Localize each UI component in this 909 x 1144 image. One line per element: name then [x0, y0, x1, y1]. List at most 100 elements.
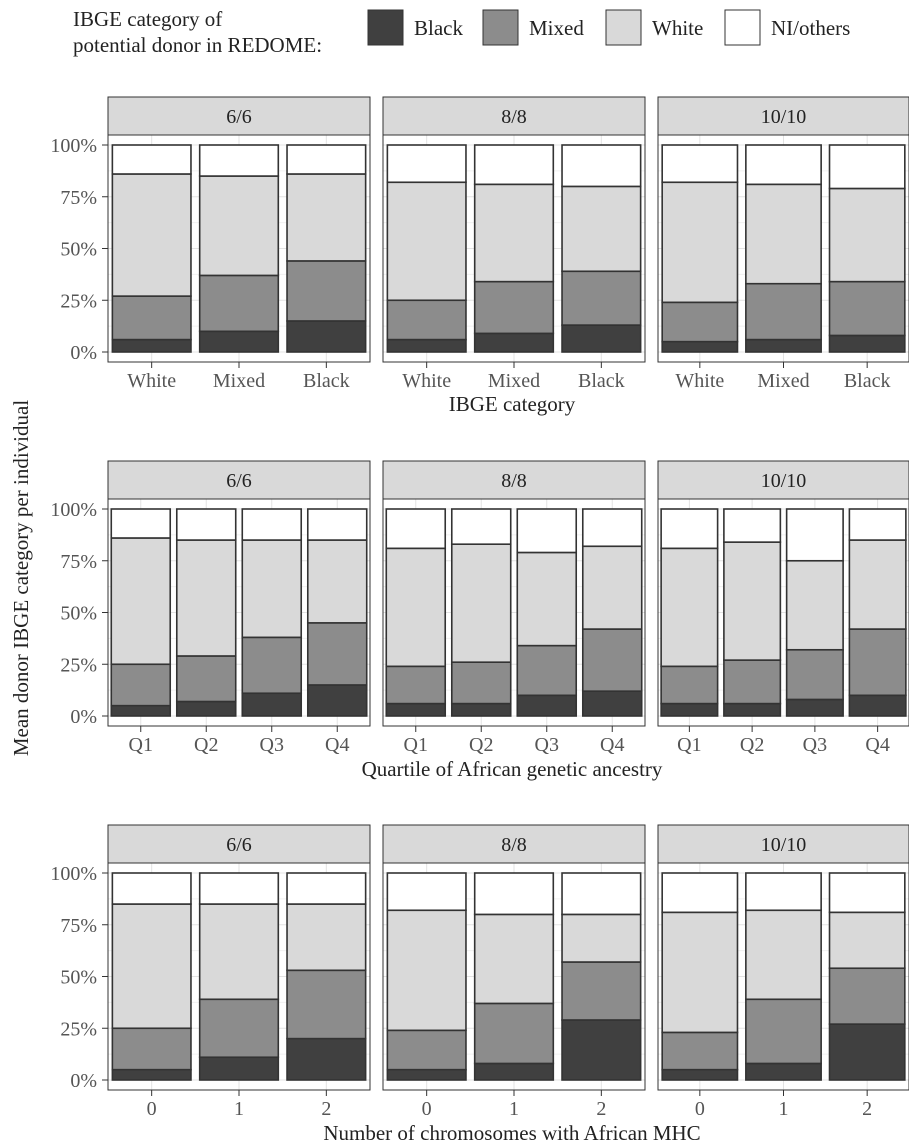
bar-segment-black [473, 1062, 555, 1081]
legend-label-mixed: Mixed [529, 16, 584, 40]
panel-border [657, 862, 909, 1091]
facet-panel-3-1: 6/6 0 1 2 [107, 824, 371, 1120]
bar-segment-ni-others [516, 508, 578, 554]
x-tick-label: 0 [147, 1098, 157, 1120]
x-tick-label: Q2 [194, 734, 218, 756]
bar-segment-ni-others [198, 144, 280, 177]
bar-segment-mixed [848, 628, 907, 697]
bar-segment-white [198, 175, 280, 277]
bar-segment-black [198, 1056, 280, 1081]
bar-segment-ni-others [198, 872, 280, 905]
facet-strip-label: 10/10 [761, 470, 807, 492]
panel-border [382, 862, 646, 1091]
facet-strip-label: 8/8 [501, 106, 527, 128]
bar-segment-ni-others [450, 508, 512, 545]
facet-strip [107, 460, 371, 500]
bar-segment-black [198, 330, 280, 353]
bar-segment-white [175, 539, 237, 657]
bar-segment-mixed [828, 280, 906, 337]
y-tick-label: 100% [50, 135, 97, 157]
bar-segment-white [111, 173, 192, 297]
panel-border [382, 498, 646, 727]
legend: IBGE category of potential donor in REDO… [73, 7, 850, 57]
bar-segment-black [450, 702, 512, 717]
bar-segment-mixed [111, 295, 192, 341]
bar-segment-mixed [561, 270, 642, 326]
bar-segment-ni-others [828, 144, 906, 190]
bar-segment-white [110, 537, 172, 666]
facet-panel-2-1: 6/6 Q1 Q2 Q3 Q4 [107, 460, 371, 756]
bar-segment-white [660, 547, 719, 668]
legend-title-line-1: IBGE category of [73, 7, 222, 31]
x-tick-label: White [675, 370, 724, 392]
y-tick-label: 100% [50, 863, 97, 885]
facet-strip-label: 6/6 [226, 106, 252, 128]
bar-segment-white [450, 543, 512, 663]
bar-segment-black [561, 324, 642, 353]
x-tick-label: Mixed [213, 370, 265, 392]
chart-row-2: 0%25%50%75%100%6/6Q1 Q2 Q3 Q48/8Q1 Q2 Q3 Q410/… [50, 460, 909, 781]
bar-segment-white [561, 913, 642, 963]
bar-segment-white [661, 181, 739, 304]
x-tick-label: Mixed [757, 370, 809, 392]
x-tick-label: 0 [422, 1098, 432, 1120]
bar-segment-white [241, 539, 303, 639]
x-tick-label: Q4 [325, 734, 349, 756]
bar-segment-mixed [561, 961, 642, 1021]
bar-segment-ni-others [386, 872, 467, 912]
x-tick-label: Q4 [600, 734, 624, 756]
bar-segment-black [661, 1068, 739, 1081]
x-axis-title: Quartile of African genetic ancestry [362, 757, 663, 781]
bar-segment-black [561, 1019, 642, 1081]
y-tick-label: 100% [50, 499, 97, 521]
x-tick-label: Q3 [260, 734, 284, 756]
x-tick-label: Q1 [129, 734, 153, 756]
bar-segment-ni-others [473, 144, 555, 186]
y-tick-label: 50% [60, 967, 97, 989]
y-axis-title: Mean donor IBGE category per individual [9, 400, 33, 756]
facet-strip-label: 10/10 [761, 106, 807, 128]
bar-segment-mixed [286, 260, 367, 322]
bar-segment-white [723, 541, 782, 661]
legend-label-white: White [652, 16, 703, 40]
facet-strip [107, 96, 371, 136]
bar-segment-black [581, 690, 643, 717]
bar-segment-ni-others [745, 144, 822, 186]
bar-segment-mixed [723, 659, 782, 705]
bar-segment-black [286, 320, 367, 353]
bar-segment-ni-others [385, 508, 447, 550]
bar-segment-black [661, 340, 739, 353]
bar-segment-black [828, 334, 906, 353]
bar-segment-ni-others [473, 872, 555, 916]
bar-segment-ni-others [745, 872, 822, 912]
legend-swatch-ni-others [724, 9, 761, 46]
bar-segment-white [516, 551, 578, 647]
legend-label-ni-others: NI/others [771, 16, 850, 40]
facet-strip [382, 460, 646, 500]
bar-segment-white [306, 539, 368, 624]
bar-segment-mixed [745, 282, 822, 341]
y-tick-label: 0% [70, 1070, 97, 1092]
x-tick-label: Q3 [535, 734, 559, 756]
facet-strip-label: 8/8 [501, 834, 527, 856]
bar-segment-white [561, 185, 642, 273]
bar-segment-mixed [198, 274, 280, 333]
bar-segment-white [286, 173, 367, 262]
bar-segment-ni-others [581, 508, 643, 548]
bar-segment-mixed [473, 1002, 555, 1065]
bar-segment-black [386, 338, 467, 353]
bar-segment-white [745, 183, 822, 285]
x-tick-label: Q1 [677, 734, 701, 756]
y-tick-label: 75% [60, 551, 97, 573]
bar-segment-black [723, 702, 782, 717]
bar-segment-mixed [385, 665, 447, 705]
y-tick-label: 50% [60, 239, 97, 261]
bar-segment-white [386, 181, 467, 302]
bar-segment-mixed [386, 1029, 467, 1071]
bar-segment-mixed [111, 1027, 192, 1071]
bar-segment-black [306, 684, 368, 717]
x-tick-label: 1 [234, 1098, 244, 1120]
facet-strip [657, 460, 909, 500]
